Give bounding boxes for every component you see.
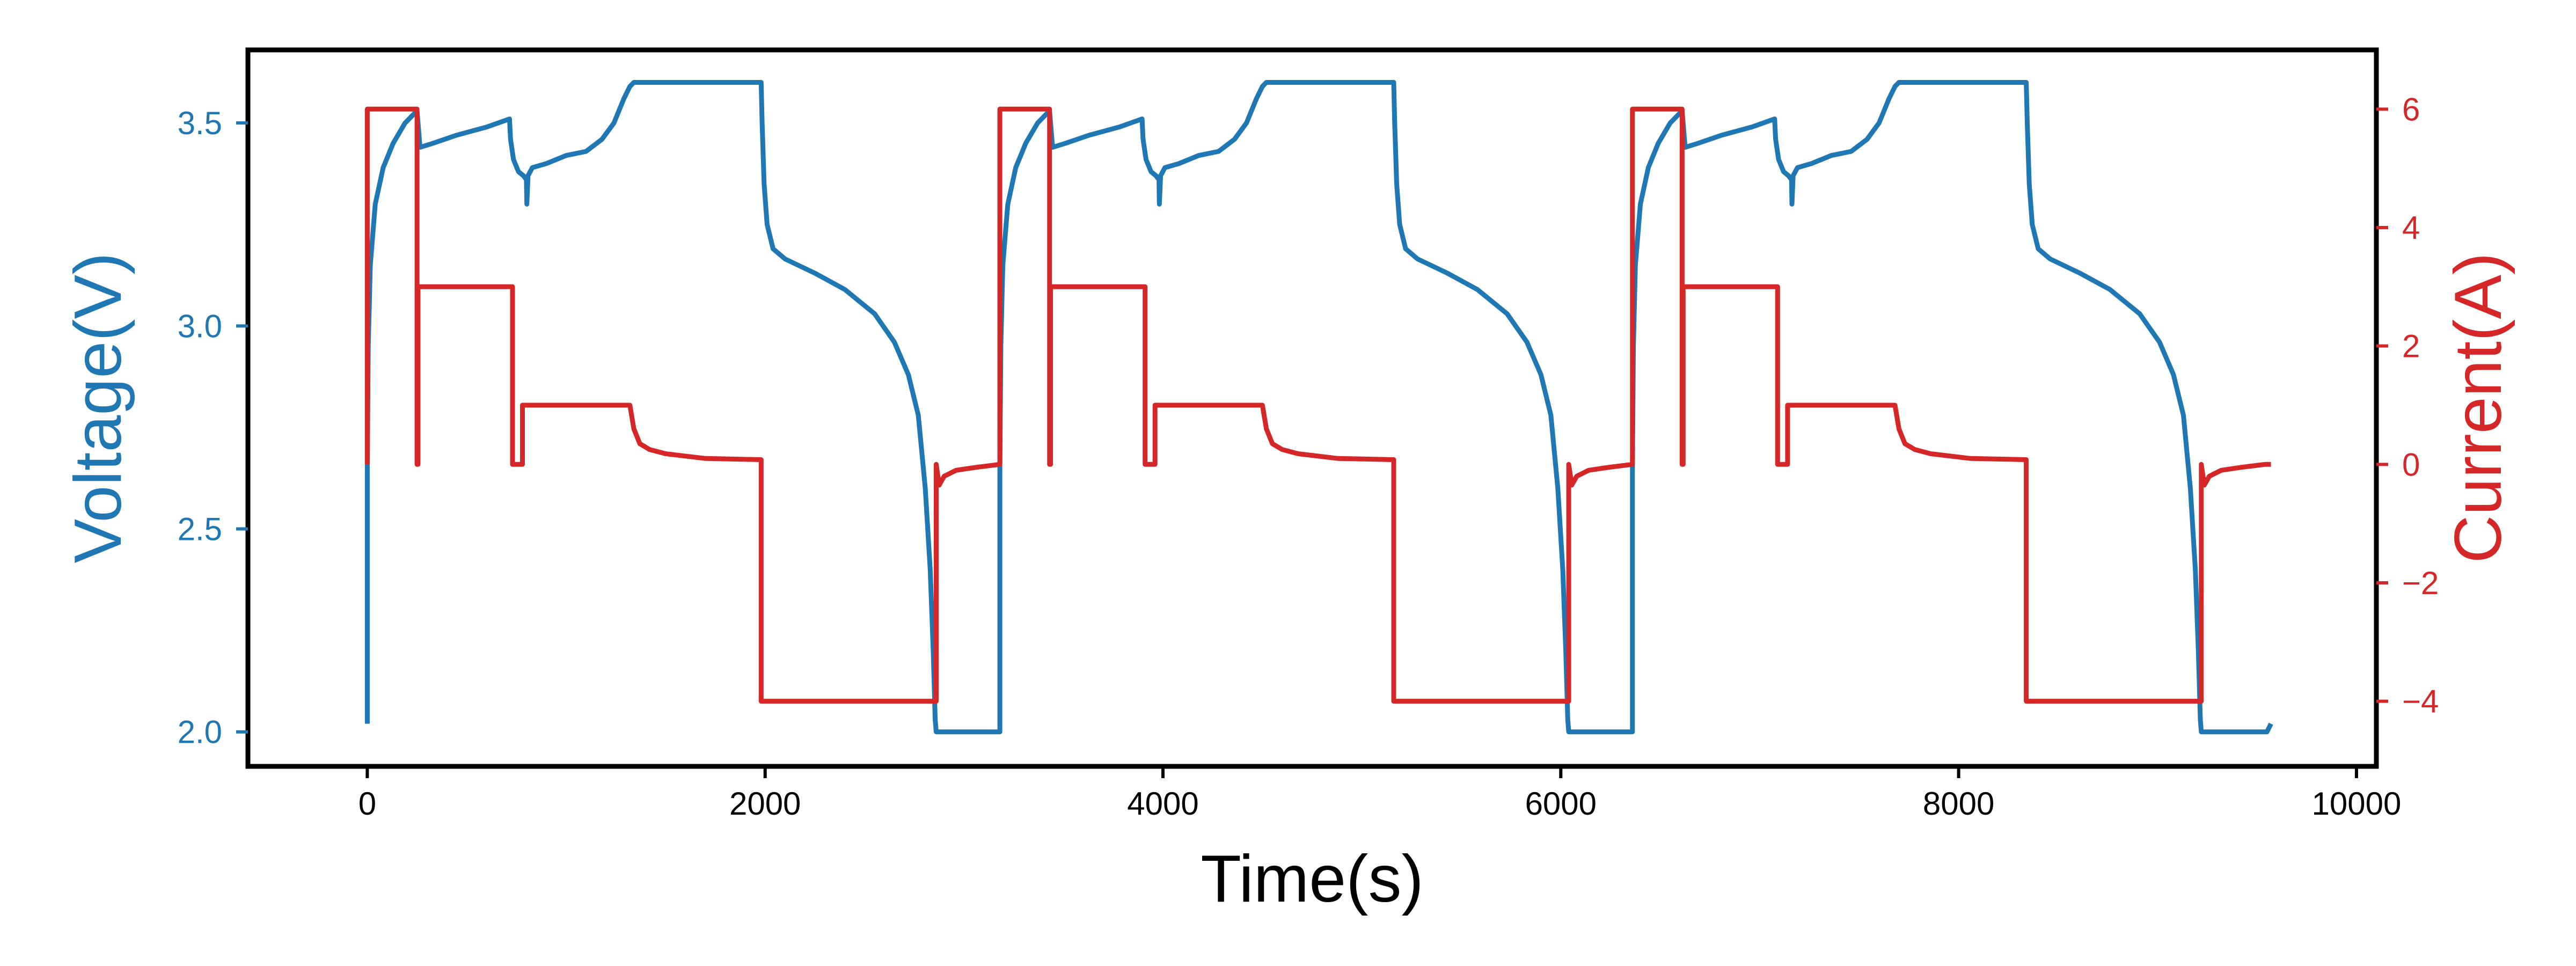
plot-frame [245, 47, 2379, 769]
y-right-axis-title: Current(A) [2441, 253, 2515, 564]
x-tick-label: 8000 [1923, 786, 1994, 822]
y-left-tick-label: 3.5 [178, 105, 222, 141]
y-left-tick-label: 3.0 [178, 308, 222, 344]
voltage-series-line [364, 80, 2273, 735]
series-layer [364, 80, 2273, 735]
x-tick-label: 2000 [729, 786, 801, 822]
y-left-axis-title: Voltage(V) [61, 252, 135, 563]
x-tick-label: 6000 [1525, 786, 1597, 822]
y-right-tick-label: 0 [2402, 447, 2420, 482]
y-right-tick-label: 6 [2402, 91, 2420, 127]
y-right-tick-label: −4 [2402, 684, 2439, 720]
x-axis-title: Time(s) [1201, 842, 1424, 916]
plot-area [248, 50, 2376, 766]
current-series-line [364, 106, 2271, 704]
x-tick-label: 4000 [1127, 786, 1198, 822]
y-right-tick-label: 4 [2402, 210, 2420, 246]
y-left-tick-label: 2.5 [178, 511, 222, 547]
y-right-tick-label: 2 [2402, 328, 2420, 364]
tick-layer: 0 2000 4000 6000 8000 10000 2.0 2.5 3.0 3.5 −4 −2 0 2… [178, 91, 2439, 822]
y-right-tick-label: −2 [2402, 565, 2439, 601]
y-left-tick-label: 2.0 [178, 714, 222, 750]
x-tick-label: 10000 [2312, 786, 2402, 822]
x-tick-label: 0 [358, 786, 376, 822]
